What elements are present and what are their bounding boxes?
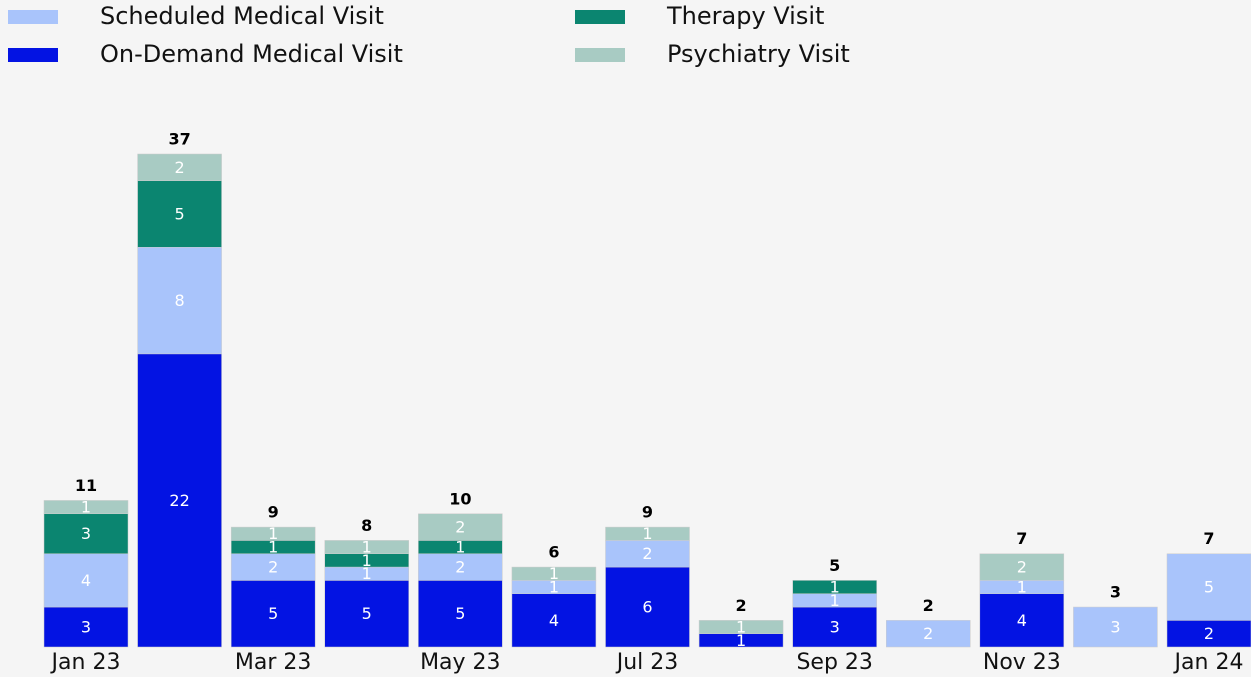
total-label: 7 [1203,529,1214,548]
segment-label: 5 [455,604,465,623]
bar-segment [43,606,129,648]
segment-label: 8 [174,291,184,310]
segment-label: 3 [1110,618,1120,637]
total-label: 10 [449,489,471,508]
bar-segment [605,526,690,541]
bar-segment [418,553,503,581]
total-label: 7 [1016,529,1027,548]
segment-label: 1 [81,498,91,517]
segment-label: 1 [362,538,372,557]
segment-label: 1 [268,524,278,543]
legend-swatch [575,48,625,62]
bar-segment [137,180,222,248]
segment-label: 1 [362,564,372,583]
total-label: 8 [361,516,372,535]
bar-segment [698,620,784,634]
segment-label: 1 [362,551,372,570]
bar-segment [230,553,316,581]
segment-label: 2 [1204,624,1214,643]
x-tick-label: Nov 23 [983,650,1061,675]
legend-swatch [8,48,58,62]
segment-label: 4 [549,611,559,630]
bar-segment [137,353,222,648]
bar-segment [137,247,222,355]
segment-label: 1 [830,591,840,610]
bar-segment [230,526,316,541]
bar-segment [605,540,690,568]
total-label: 6 [548,543,559,562]
bar-segment [886,620,971,648]
segment-label: 1 [549,564,559,583]
bar-segment [137,153,222,181]
segment-label: 5 [174,204,184,223]
legend-label: Scheduled Medical Visit [100,2,384,30]
segment-label: 1 [1017,578,1027,597]
x-tick-label: Jul 23 [615,650,679,675]
bar-segment [324,580,409,648]
x-tick-label: Mar 23 [235,650,312,675]
bar-segment [511,593,597,648]
x-tick-label: Jan 23 [50,650,121,675]
bar-segment [605,566,690,648]
x-tick-label: Sep 23 [796,650,872,675]
segment-label: 1 [736,631,746,650]
segment-label: 3 [830,618,840,637]
segment-label: 1 [830,578,840,597]
segment-label: 6 [642,598,652,617]
bar-segment [792,606,877,648]
x-tick-label: Jan 24 [1173,650,1244,675]
legend-swatch [8,10,58,24]
bar-segment [418,580,503,648]
segment-label: 22 [169,491,189,510]
legend-label: Therapy Visit [666,2,824,30]
bar-segment [792,580,877,594]
segment-label: 2 [1017,558,1027,577]
total-label: 2 [923,596,934,615]
bar-segment [43,553,129,608]
x-tick-label: May 23 [420,650,500,675]
segment-label: 1 [268,538,278,557]
segment-label: 2 [642,544,652,563]
bar-segment [418,513,503,541]
segment-label: 2 [923,624,933,643]
segment-label: 2 [174,158,184,177]
bar-segment [324,540,409,554]
bar-segment [230,580,316,648]
segment-label: 3 [81,618,91,637]
segment-label: 5 [362,604,372,623]
total-label: 2 [736,596,747,615]
legend-swatch [575,10,625,24]
bar-segment [1073,606,1158,648]
segment-label: 5 [1204,578,1214,597]
segment-label: 1 [455,538,465,557]
total-label: 9 [642,503,653,522]
bar-segment [979,553,1065,581]
bar-segment [1166,553,1251,621]
segment-label: 5 [268,604,278,623]
segment-label: 4 [1017,611,1027,630]
total-label: 11 [75,476,97,495]
legend-label: On-Demand Medical Visit [100,40,403,68]
segment-label: 1 [736,618,746,637]
segment-label: 1 [549,578,559,597]
bar-segment [43,500,129,515]
bar-segment [979,593,1065,648]
total-label: 37 [168,130,190,149]
total-label: 5 [829,556,840,575]
bar-segment [511,566,597,581]
segment-label: 4 [81,571,91,590]
total-label: 9 [268,503,279,522]
segment-label: 2 [268,558,278,577]
legend-label: Psychiatry Visit [667,40,850,68]
segment-label: 1 [642,524,652,543]
segment-label: 2 [455,518,465,537]
total-label: 3 [1110,583,1121,602]
segment-label: 2 [455,558,465,577]
segment-label: 3 [81,524,91,543]
